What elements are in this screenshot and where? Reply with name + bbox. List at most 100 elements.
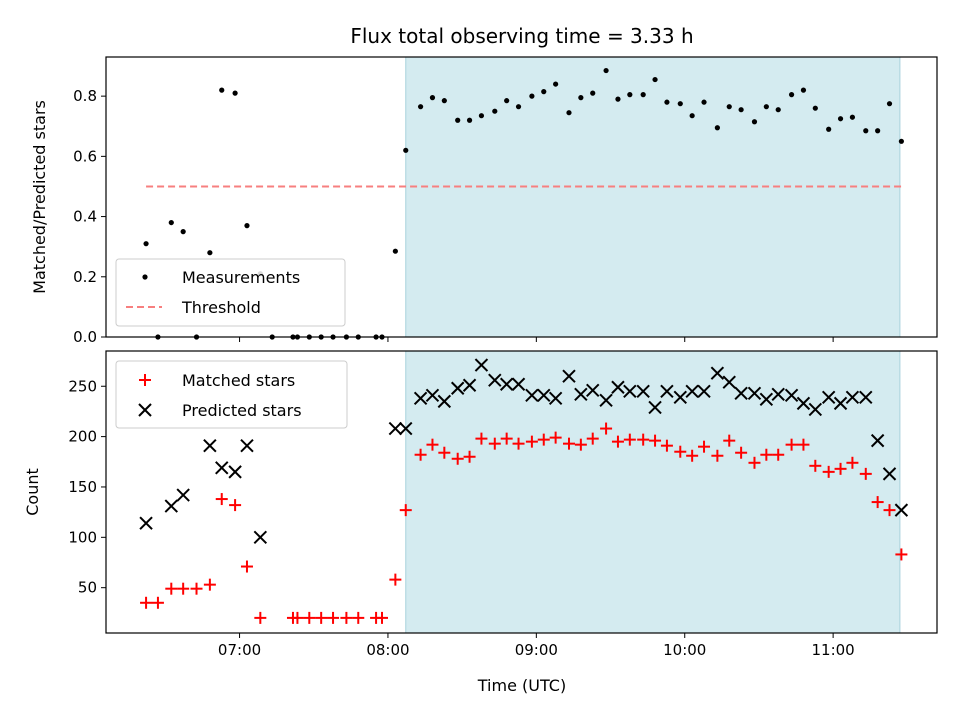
measurement-point (849, 114, 856, 120)
legend-threshold-label: Threshold (181, 298, 261, 317)
matched-star-point (859, 467, 872, 480)
predicted-star-point (759, 392, 774, 407)
predicted-star-point (784, 388, 799, 403)
measurement-point (478, 113, 485, 119)
measurement-point (726, 104, 732, 110)
matched-star-point (537, 433, 550, 446)
predicted-star-point (870, 433, 885, 448)
matched-star-point (611, 435, 624, 448)
matched-star-point (674, 445, 687, 458)
predicted-star-point (771, 387, 785, 402)
chart-title: Flux total observing time = 3.33 h (350, 24, 693, 48)
matched-star-point (822, 465, 835, 478)
predicted-star-point (636, 384, 650, 398)
predicted-star-point (228, 465, 242, 479)
predicted-star-point (845, 390, 860, 405)
predicted-star-point (474, 358, 489, 372)
measurement-point (403, 147, 409, 153)
legend-predicted-marker (138, 403, 152, 417)
x-tick-label: 09:00 (515, 641, 558, 659)
predicted-star-point (203, 438, 217, 453)
predicted-star-point (685, 384, 699, 398)
predicted-star-point (499, 377, 514, 391)
predicted-star-point (537, 388, 551, 403)
matched-star-point (760, 448, 773, 461)
predicted-star-point (833, 396, 848, 411)
matched-star-point (426, 438, 439, 451)
matched-star-point (340, 611, 353, 624)
matched-star-point (389, 573, 402, 586)
predicted-star-point (611, 380, 625, 394)
matched-star-point (229, 499, 242, 512)
predicted-star-point (574, 387, 588, 402)
measurement-point (714, 125, 720, 131)
measurement-point (232, 90, 238, 96)
matched-star-point (165, 582, 178, 595)
matched-star-point (586, 432, 599, 445)
matched-star-point (895, 548, 908, 561)
predicted-star-point (388, 421, 403, 436)
matched-star-point (315, 611, 328, 624)
matched-star-point (562, 437, 575, 450)
predicted-star-point (894, 503, 909, 517)
measurement-point (751, 119, 758, 125)
measurement-point (466, 117, 473, 123)
matched-star-point (140, 596, 153, 609)
predicted-star-point (548, 391, 563, 406)
matched-star-point (698, 440, 711, 453)
predicted-star-point (562, 369, 576, 383)
measurement-point (492, 108, 498, 114)
matched-star-point (177, 582, 190, 595)
x-tick-label: 11:00 (812, 641, 855, 659)
measurement-point (429, 95, 436, 101)
matched-star-point (735, 446, 748, 459)
legend-ratio: Measurements Threshold (115, 258, 346, 327)
predicted-star-point (859, 390, 873, 405)
measurement-point (180, 229, 186, 235)
measurement-point (800, 87, 807, 93)
matched-star-point (711, 449, 724, 462)
y-tick-label: 250 (68, 377, 97, 395)
matched-star-point (151, 596, 164, 609)
predicted-star-point (253, 530, 268, 545)
matched-star-point (748, 456, 761, 469)
predicted-star-point (215, 461, 229, 475)
y-tick-label: 150 (68, 478, 97, 496)
legend-predicted-label: Predicted stars (182, 401, 302, 420)
highlight-span (405, 350, 901, 634)
measurement-point (590, 90, 596, 96)
matched-star-point (772, 448, 785, 461)
measurement-point (738, 107, 744, 113)
measurement-point (677, 101, 683, 107)
matched-star-point (327, 611, 340, 624)
measurement-point (775, 107, 781, 113)
matched-star-point (451, 452, 464, 465)
predicted-star-point (511, 377, 526, 391)
legend-measurements-marker (142, 274, 148, 280)
predicted-star-point (586, 383, 600, 397)
y-tick-label: 0.6 (73, 147, 97, 165)
measurement-point (455, 117, 461, 123)
predicted-star-point (623, 384, 637, 398)
measurement-point (244, 223, 250, 229)
legend-matched-label: Matched stars (182, 371, 295, 390)
matched-star-point (797, 438, 810, 451)
measurement-point (701, 99, 707, 105)
matched-star-point (500, 432, 513, 445)
predicted-star-point (488, 373, 502, 387)
measurement-point (615, 96, 621, 102)
measurement-point (640, 92, 646, 98)
y-tick-label: 50 (78, 579, 97, 597)
matched-star-point (203, 578, 216, 591)
matched-star-point (623, 433, 636, 446)
matched-star-point (660, 439, 673, 452)
predicted-star-point (648, 400, 662, 415)
measurement-point (566, 110, 572, 116)
panel-ratio: 0.00.20.40.60.8 Matched/Predicted stars … (30, 56, 938, 346)
predicted-star-point (413, 391, 428, 406)
x-tick-label: 10:00 (663, 641, 706, 659)
x-axis-label: Time (UTC) (477, 676, 566, 695)
matched-star-point (686, 449, 699, 462)
matched-star-point (240, 560, 253, 573)
